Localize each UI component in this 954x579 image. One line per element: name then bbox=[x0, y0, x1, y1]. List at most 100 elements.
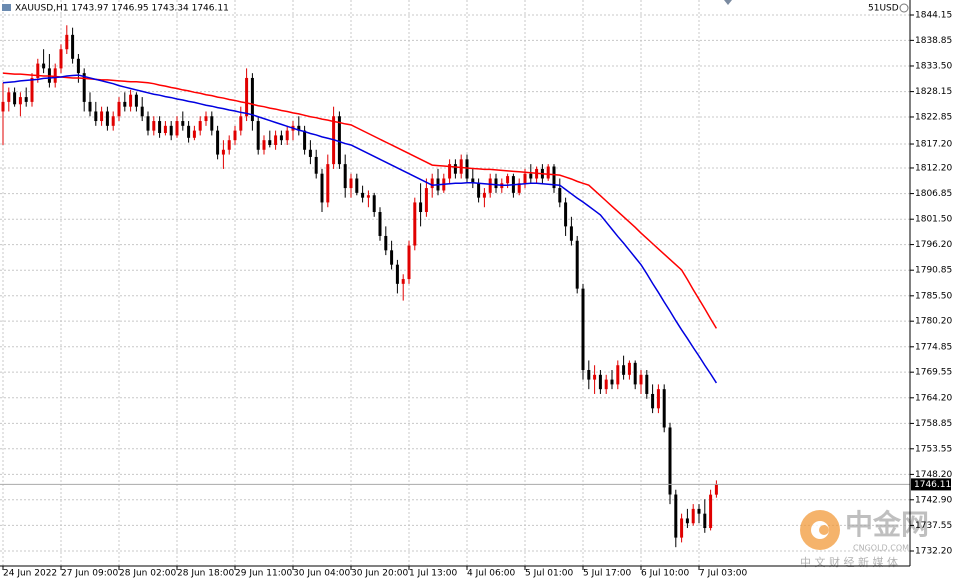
candle-body bbox=[355, 178, 359, 193]
y-tick-label: 1785.50 bbox=[915, 291, 952, 301]
candle-body bbox=[378, 212, 382, 236]
candle-body bbox=[419, 202, 423, 213]
y-tick-label: 1758.85 bbox=[915, 419, 952, 429]
y-tick-label: 1769.55 bbox=[915, 368, 952, 378]
candle-body bbox=[192, 130, 196, 138]
candle-body bbox=[1, 101, 5, 112]
x-tick-label: 29 Jun 11:00 bbox=[235, 569, 292, 579]
y-tick-label: 1806.85 bbox=[915, 189, 952, 199]
y-tick-label: 1790.85 bbox=[915, 266, 952, 276]
candle-body bbox=[604, 379, 608, 390]
y-tick-label: 1737.55 bbox=[915, 521, 952, 531]
candle-body bbox=[651, 393, 655, 409]
candle-body bbox=[94, 111, 98, 122]
x-tick-label: 30 Jun 20:00 bbox=[351, 569, 408, 579]
candle-body bbox=[158, 121, 162, 134]
y-tick-label: 1774.85 bbox=[915, 342, 952, 352]
candle-body bbox=[349, 178, 353, 189]
candle-body bbox=[674, 494, 678, 538]
y-tick-label: 1838.85 bbox=[915, 36, 952, 46]
candle-body bbox=[320, 173, 324, 203]
x-tick-label: 5 Jul 01:00 bbox=[525, 569, 574, 579]
candle-body bbox=[100, 111, 104, 122]
candle-body bbox=[13, 92, 17, 105]
candle-body bbox=[662, 389, 666, 428]
candle-body bbox=[152, 121, 156, 131]
candle-body bbox=[714, 484, 718, 495]
candle-body bbox=[140, 106, 144, 117]
candle-body bbox=[221, 149, 225, 155]
y-tick-label: 1817.20 bbox=[915, 140, 952, 150]
candle-body bbox=[303, 130, 307, 150]
candle-body bbox=[245, 77, 249, 117]
y-tick-label: 1742.90 bbox=[915, 495, 952, 505]
moving-average bbox=[2, 74, 718, 384]
candle-body bbox=[326, 164, 330, 203]
candle-body bbox=[343, 164, 347, 189]
y-tick-label: 1753.55 bbox=[915, 444, 952, 454]
candle-body bbox=[285, 130, 289, 141]
symbol-icon bbox=[2, 4, 11, 11]
candle-body bbox=[308, 149, 312, 157]
candle-body bbox=[413, 202, 417, 246]
candle-body bbox=[268, 140, 272, 145]
candle-body bbox=[42, 63, 46, 69]
x-tick-label: 4 Jul 06:00 bbox=[467, 569, 516, 579]
y-tick-label: 1828.15 bbox=[915, 87, 952, 97]
candle-body bbox=[274, 135, 278, 145]
candle-body bbox=[105, 111, 109, 126]
candle-body bbox=[494, 178, 498, 189]
candle-body bbox=[250, 77, 254, 122]
candle-body bbox=[523, 173, 527, 184]
candle-body bbox=[146, 116, 150, 131]
candle-body bbox=[163, 125, 167, 134]
candle-body bbox=[616, 365, 620, 385]
candle-body bbox=[680, 518, 684, 538]
candle-body bbox=[453, 164, 457, 174]
candle-body bbox=[256, 121, 260, 150]
candle-body bbox=[465, 159, 469, 179]
candle-body bbox=[593, 374, 597, 380]
candle-body bbox=[111, 116, 115, 126]
candle-body bbox=[564, 202, 568, 227]
candle-body bbox=[482, 192, 486, 198]
candle-body bbox=[129, 94, 133, 107]
candle-body bbox=[430, 178, 434, 189]
candle-body bbox=[30, 77, 34, 102]
candle-body bbox=[216, 130, 220, 155]
candle-body bbox=[552, 166, 556, 189]
x-tick-label: 30 Jun 04:00 bbox=[293, 569, 350, 579]
candle-body bbox=[668, 427, 672, 495]
candle-body bbox=[181, 121, 185, 126]
candle-body bbox=[366, 195, 370, 198]
y-tick-label: 1732.20 bbox=[915, 547, 952, 557]
y-tick-label: 1796.20 bbox=[915, 240, 952, 250]
candle-body bbox=[36, 63, 40, 78]
candle-body bbox=[24, 97, 28, 102]
candle-body bbox=[598, 374, 602, 390]
candle-body bbox=[372, 195, 376, 213]
candle-body bbox=[361, 192, 365, 198]
candle-body bbox=[709, 494, 713, 529]
candle-body bbox=[297, 125, 301, 131]
x-tick-label: 27 Jun 09:00 bbox=[61, 569, 118, 579]
close-button[interactable] bbox=[899, 3, 909, 13]
moving-average bbox=[2, 72, 718, 329]
y-tick-label: 1801.50 bbox=[915, 215, 952, 225]
candle-body bbox=[529, 173, 533, 179]
y-tick-label: 1833.50 bbox=[915, 61, 952, 71]
candle-body bbox=[7, 92, 11, 102]
candle-body bbox=[395, 264, 399, 284]
candle-body bbox=[198, 121, 202, 131]
candle-body bbox=[239, 116, 243, 131]
candle-body bbox=[569, 226, 573, 241]
candle-body bbox=[279, 135, 283, 141]
candle-body bbox=[477, 183, 481, 198]
candle-body bbox=[622, 365, 626, 375]
candle-body bbox=[117, 101, 121, 117]
watermark-name: 中金网 bbox=[845, 508, 929, 541]
candle-body bbox=[187, 125, 191, 138]
watermark-slogan: 中 文 财 经 新 媒 体 bbox=[800, 555, 898, 569]
